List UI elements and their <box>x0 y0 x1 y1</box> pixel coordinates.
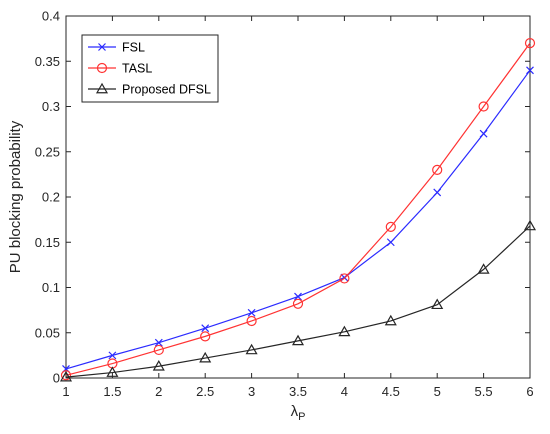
y-tick-label: 0 <box>53 371 60 386</box>
data-point <box>524 38 536 49</box>
data-point <box>245 343 258 355</box>
x-tick-label: 1.5 <box>103 384 121 399</box>
data-point <box>200 331 211 342</box>
data-point <box>339 273 350 284</box>
data-point <box>199 351 212 363</box>
legend-label: FSL <box>122 41 145 55</box>
data-point <box>96 62 108 74</box>
data-point <box>385 221 396 232</box>
series-layer <box>59 38 537 382</box>
y-tick-label: 0.15 <box>35 235 60 250</box>
x-tick-label: 4.5 <box>382 384 400 399</box>
legend-entry: TASL <box>88 62 152 76</box>
y-tick-label: 0.25 <box>35 144 60 159</box>
x-marker-stroke <box>108 351 117 360</box>
data-point <box>478 101 489 112</box>
data-point <box>246 315 257 327</box>
x-tick-label: 2 <box>155 384 162 399</box>
data-point <box>59 370 73 382</box>
x-tick-label: 5 <box>434 384 441 399</box>
x-axis-label-symbol: λ <box>291 403 299 420</box>
axis-labels: PU blocking probability λP <box>7 120 305 423</box>
y-axis-label: PU blocking probability <box>7 120 24 273</box>
x-tick-label: 5.5 <box>475 384 493 399</box>
data-point <box>479 129 488 138</box>
data-point <box>95 82 109 94</box>
x-marker-stroke <box>201 324 210 333</box>
data-point <box>201 324 210 333</box>
data-point <box>292 298 304 309</box>
y-tick-label: 0.1 <box>42 280 60 295</box>
x-axis-label-subscript: P <box>298 411 305 423</box>
series-line <box>65 225 531 378</box>
x-marker-stroke <box>479 129 488 138</box>
data-point <box>386 238 395 247</box>
legend-label: TASL <box>122 62 152 76</box>
legend-entry: Proposed DFSL <box>88 83 211 97</box>
x-tick-label: 3.5 <box>289 384 307 399</box>
legend-entry: FSL <box>88 41 145 55</box>
data-point <box>384 314 397 326</box>
data-point <box>98 43 106 51</box>
x-tick-label: 3 <box>248 384 255 399</box>
y-tick-label: 0.3 <box>42 99 60 114</box>
data-point <box>432 164 443 175</box>
data-point <box>154 338 163 347</box>
data-point <box>433 188 442 197</box>
data-point <box>153 344 164 356</box>
y-tick-label: 0.4 <box>42 9 60 24</box>
data-point <box>291 334 305 346</box>
series-line <box>65 42 531 376</box>
data-point <box>523 219 537 231</box>
legend-label: Proposed DFSL <box>122 83 211 97</box>
data-point <box>338 325 351 337</box>
x-marker-stroke <box>386 238 395 247</box>
data-point <box>106 366 119 377</box>
x-marker-stroke <box>526 66 534 75</box>
y-tick-label: 0.35 <box>35 54 60 69</box>
x-tick-label: 1 <box>62 384 69 399</box>
data-point <box>431 298 444 310</box>
x-marker-stroke <box>154 338 163 347</box>
x-marker-stroke <box>294 292 302 301</box>
data-point <box>247 308 256 317</box>
legend: FSL TASL Proposed DFSL <box>81 34 219 103</box>
data-point <box>477 263 490 274</box>
x-marker-stroke <box>247 308 256 317</box>
y-tick-label: 0.05 <box>35 325 60 340</box>
data-point <box>294 292 302 301</box>
data-point <box>152 360 165 371</box>
x-tick-label: 6 <box>526 384 533 399</box>
x-marker-stroke <box>98 43 106 51</box>
data-point <box>108 351 117 360</box>
data-point <box>60 370 72 381</box>
x-axis-label: λP <box>291 403 306 423</box>
data-point <box>526 66 534 75</box>
series-proposed-dfsl <box>59 219 537 382</box>
y-tick-label: 0.2 <box>42 190 60 205</box>
x-tick-label: 4 <box>341 384 348 399</box>
x-tick-label: 2.5 <box>196 384 214 399</box>
x-marker-stroke <box>433 188 442 197</box>
